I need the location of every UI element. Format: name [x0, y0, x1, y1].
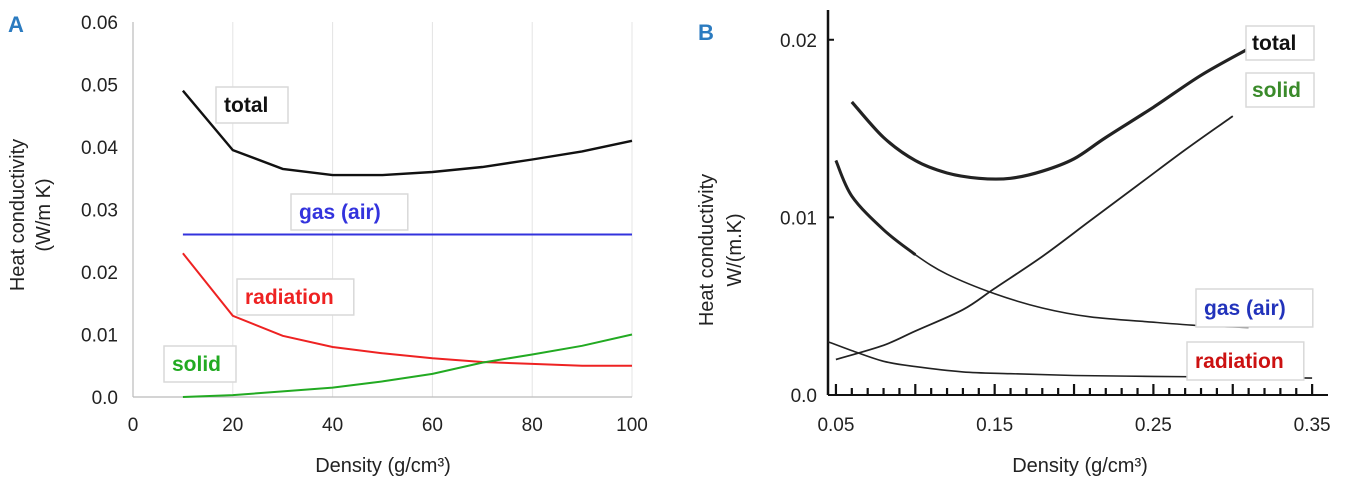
label-b-radiation: radiation [1195, 350, 1284, 373]
x-axis-label-b: Density (g/cm³) [1012, 455, 1148, 477]
label-a-radiation-box [236, 278, 355, 316]
label-a-solid: solid [172, 353, 221, 376]
label-b-gas-group: gas (air) [1195, 288, 1314, 328]
y-axis-label-b-line1: Heat conductivity [696, 174, 718, 326]
panel-b-letter: B [698, 20, 714, 45]
label-b-gas: gas (air) [1204, 297, 1286, 320]
series-line-a-radiation [182, 252, 632, 367]
label-b-total-group: total [1245, 25, 1315, 61]
label-a-solid-group: solid [163, 345, 237, 383]
y-tick-label-a: 0.04 [81, 138, 118, 159]
label-a-radiation: radiation [245, 286, 334, 309]
label-b-radiation-box [1186, 341, 1305, 381]
y-axis-label-a-line2: (W/m K) [33, 178, 55, 251]
x-tick-label-b: 0.35 [1294, 415, 1331, 436]
label-b-radiation-group: radiation [1186, 341, 1305, 381]
y-tick-label-a: 0.02 [81, 263, 118, 284]
x-tick-label-a: 0 [128, 415, 139, 436]
series-line-b-solid [835, 115, 1234, 361]
x-tick-label-a: 60 [422, 415, 443, 436]
label-b-solid-group: solid [1245, 72, 1315, 108]
y-tick-label-a: 0.01 [81, 326, 118, 347]
y-tick-label-a: 0.05 [81, 76, 118, 97]
x-tick-label-b: 0.25 [1135, 415, 1172, 436]
label-a-total: total [224, 94, 268, 117]
label-a-gas-group: gas (air) [290, 193, 409, 231]
x-tick-label-a: 100 [616, 415, 648, 436]
label-b-solid-box [1245, 72, 1315, 108]
series-line-b-gasair [835, 160, 1249, 329]
label-a-total-box [215, 86, 289, 124]
series-line-b-total [850, 47, 1250, 181]
x-tick-label-a: 40 [322, 415, 343, 436]
y-tick-label-b: 0.01 [780, 208, 817, 229]
label-a-solid-box [163, 345, 237, 383]
x-axis-label-a: Density (g/cm³) [315, 455, 451, 477]
x-tick-label-b: 0.05 [817, 415, 854, 436]
label-a-gas-box [290, 193, 409, 231]
x-tick-label-b: 0.15 [976, 415, 1013, 436]
x-tick-label-a: 80 [522, 415, 543, 436]
y-tick-label-a: 0.03 [81, 201, 118, 222]
y-tick-label-a: 0.06 [81, 13, 118, 34]
label-a-radiation-group: radiation [236, 278, 355, 316]
y-tick-label-b: 0.0 [791, 386, 817, 407]
y-axis-label-b-line2: W/(m.K) [724, 213, 746, 286]
y-tick-label-a: 0.0 [92, 388, 118, 409]
series-line-a-total [181, 89, 633, 177]
panel-a-letter: A [8, 12, 24, 37]
series-line-b-gas-start [834, 159, 917, 256]
label-b-solid: solid [1252, 79, 1301, 102]
label-b-gas-box [1195, 288, 1314, 328]
series-line-a-solid [182, 333, 633, 398]
y-tick-label-b: 0.02 [780, 31, 817, 52]
x-tick-label-a: 20 [222, 415, 243, 436]
label-b-total: total [1252, 32, 1296, 55]
label-a-total-group: total [215, 86, 289, 124]
y-axis-label-a-line1: Heat conductivity [7, 139, 29, 291]
label-a-gas: gas (air) [299, 201, 381, 224]
label-b-total-box [1245, 25, 1315, 61]
